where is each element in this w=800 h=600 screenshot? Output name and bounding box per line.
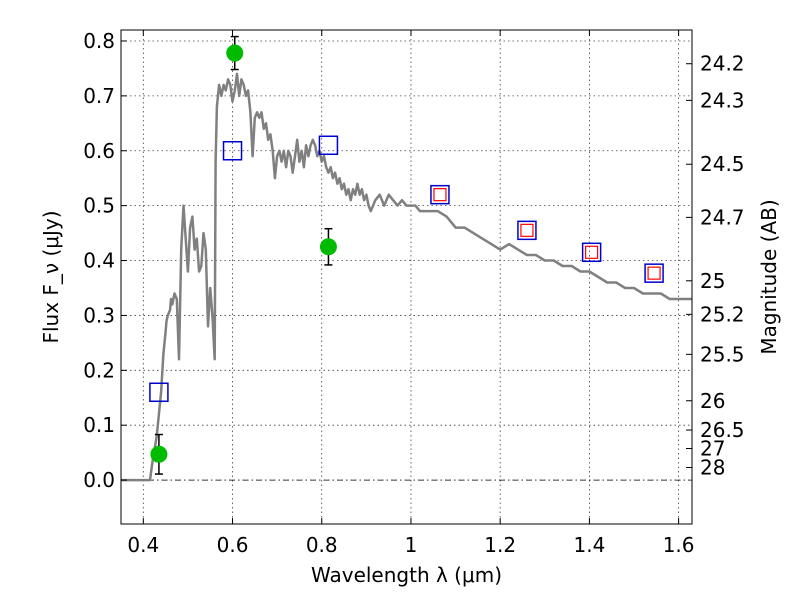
right-tick-label: 24.3: [700, 88, 745, 112]
green-data-point: [226, 44, 244, 62]
blue-square-marker: [222, 141, 243, 161]
x-tick-label: 0.8: [306, 533, 338, 557]
right-tick-label: 25: [700, 269, 725, 293]
y-tick-label: 0.5: [83, 194, 115, 218]
red-square-marker: [647, 266, 661, 280]
x-tick-label: 1: [405, 533, 418, 557]
green-data-point: [150, 445, 168, 463]
model-spectrum-line: [121, 72, 692, 482]
right-tick-label: 25.5: [700, 342, 745, 366]
right-tick-label: 24.5: [700, 152, 745, 176]
right-tick-label: 24.2: [700, 52, 745, 76]
plot-frame: [120, 29, 693, 525]
y-tick-label: 0.4: [83, 249, 115, 273]
y-tick-label: 0.3: [83, 303, 115, 327]
y-tick-label: 0.1: [83, 413, 115, 437]
right-tick-label: 28: [700, 456, 725, 480]
photometry-markers: [149, 35, 664, 475]
x-tick-label: 0.6: [217, 533, 249, 557]
blue-square-marker: [581, 242, 602, 263]
x-tick-label: 1.2: [484, 533, 516, 557]
model-spectrum: [121, 72, 692, 482]
blue-square-marker: [430, 184, 450, 205]
y-tick-label: 0.2: [83, 358, 115, 382]
y-axis-label: Flux F_ν (μJy): [39, 210, 63, 343]
red-square-marker: [585, 245, 599, 259]
y-tick-label: 0.7: [83, 84, 115, 108]
blue-square-marker: [318, 135, 339, 156]
x-tick-label: 0.4: [127, 533, 159, 557]
axis-ticks: 0.4 0.6 0.8 1 1.2 1.4 1.6 0.0 0.1 0.2 0.3 0.4 0.5 0.6…: [83, 29, 744, 557]
y-tick-label: 0.8: [83, 29, 115, 53]
right-axis-label: Magnitude (AB): [757, 199, 781, 354]
right-tick-label: 27: [700, 437, 725, 461]
right-tick-label: 26: [700, 389, 725, 413]
red-square-marker: [520, 223, 534, 237]
right-tick-label: 26.5: [700, 418, 745, 442]
y-tick-label: 0.0: [83, 468, 115, 492]
red-square-marker: [433, 188, 447, 202]
x-tick-label: 1.4: [573, 533, 605, 557]
y-tick-label: 0.6: [83, 139, 115, 163]
right-tick-label: 24.7: [700, 205, 745, 229]
blue-square-marker: [517, 220, 537, 241]
right-tick-label: 25.2: [700, 302, 745, 326]
green-data-point: [319, 238, 337, 256]
blue-square-marker: [149, 382, 169, 403]
x-axis-label: Wavelength λ (μm): [311, 563, 502, 587]
blue-square-marker: [644, 263, 664, 283]
x-tick-label: 1.6: [663, 533, 695, 557]
